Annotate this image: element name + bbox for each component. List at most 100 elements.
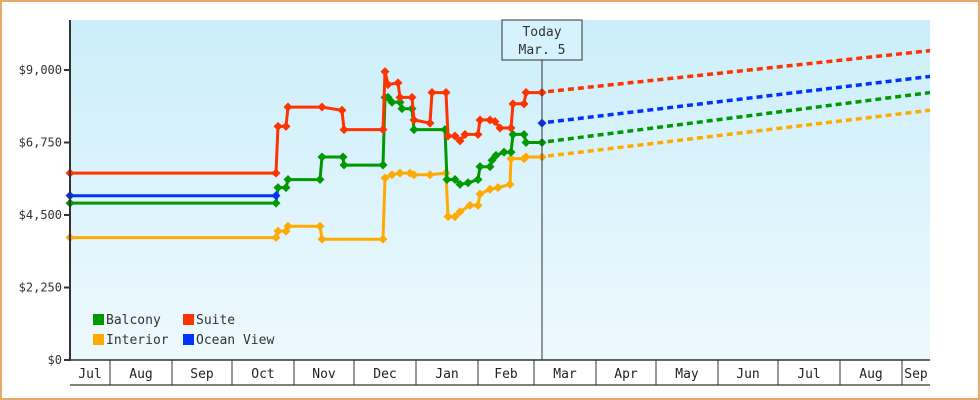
month-label: Sep bbox=[904, 367, 928, 382]
data-point-marker bbox=[407, 92, 417, 102]
legend-item-ocean-view[interactable]: Ocean View bbox=[183, 333, 274, 348]
legend-item-balcony[interactable]: Balcony bbox=[93, 313, 161, 328]
data-point-marker bbox=[473, 129, 483, 139]
data-point-marker bbox=[475, 162, 485, 172]
data-point-marker bbox=[378, 160, 388, 170]
data-point-marker bbox=[378, 125, 388, 135]
data-point-marker bbox=[397, 104, 407, 114]
data-point-marker bbox=[271, 168, 281, 178]
series-ocean-view bbox=[65, 74, 931, 201]
data-point-marker bbox=[425, 118, 435, 128]
data-point-marker bbox=[425, 170, 435, 180]
data-point-marker bbox=[491, 150, 501, 160]
legend-swatch bbox=[93, 334, 104, 345]
month-label: May bbox=[675, 367, 699, 382]
data-point-marker bbox=[473, 175, 483, 185]
data-point-marker bbox=[387, 170, 397, 180]
data-point-marker bbox=[281, 121, 291, 131]
month-label: Dec bbox=[373, 367, 396, 382]
forecast-line bbox=[547, 48, 931, 94]
data-point-marker bbox=[455, 179, 465, 189]
data-point-marker bbox=[395, 92, 405, 102]
data-point-marker bbox=[339, 160, 349, 170]
month-label: Jul bbox=[797, 367, 820, 382]
y-tick-label: $9,000 bbox=[19, 63, 62, 77]
data-point-marker bbox=[271, 198, 281, 208]
data-point-marker bbox=[317, 102, 327, 112]
data-point-marker bbox=[506, 154, 516, 164]
today-date: Mar. 5 bbox=[519, 43, 566, 58]
data-point-marker bbox=[409, 115, 419, 125]
data-point-marker bbox=[493, 183, 503, 193]
data-point-marker bbox=[283, 102, 293, 112]
series-layer bbox=[65, 48, 931, 244]
series-balcony bbox=[65, 90, 931, 208]
data-point-marker bbox=[315, 221, 325, 231]
legend-label: Ocean View bbox=[196, 333, 274, 348]
data-point-marker bbox=[521, 152, 531, 162]
data-point-marker bbox=[485, 184, 495, 194]
data-point-marker bbox=[387, 97, 397, 107]
data-point-marker bbox=[317, 234, 327, 244]
legend-swatch bbox=[183, 314, 194, 325]
data-point-marker bbox=[442, 175, 452, 185]
y-tick-label: $2,250 bbox=[19, 281, 62, 295]
data-point-marker bbox=[455, 136, 465, 146]
data-point-marker bbox=[283, 175, 293, 185]
month-label: Feb bbox=[494, 367, 518, 382]
legend: Balcony Suite Interior Ocean View bbox=[93, 313, 274, 348]
month-label: Jan bbox=[435, 367, 458, 382]
data-point-marker bbox=[395, 168, 405, 178]
forecast-line bbox=[547, 74, 931, 124]
data-point-marker bbox=[383, 80, 393, 89]
data-point-marker bbox=[455, 207, 465, 217]
legend-label: Balcony bbox=[106, 313, 161, 328]
series-interior bbox=[65, 108, 931, 244]
data-point-marker bbox=[521, 88, 531, 98]
data-point-marker bbox=[499, 147, 509, 157]
data-point-marker bbox=[409, 125, 419, 135]
data-point-marker bbox=[450, 175, 460, 185]
data-point-marker bbox=[427, 88, 437, 98]
data-point-marker bbox=[521, 138, 531, 147]
data-point-marker bbox=[378, 234, 388, 244]
data-point-marker bbox=[380, 173, 390, 183]
y-tick-label: $0 bbox=[48, 353, 62, 367]
data-point-marker bbox=[380, 67, 390, 77]
data-point-marker bbox=[505, 179, 515, 189]
data-point-marker bbox=[506, 123, 516, 133]
month-label: Jun bbox=[736, 367, 759, 382]
legend-item-suite[interactable]: Suite bbox=[183, 313, 235, 328]
data-point-marker bbox=[271, 191, 281, 201]
y-tick-label: $6,750 bbox=[19, 136, 62, 150]
series-suite bbox=[65, 48, 931, 178]
data-point-marker bbox=[460, 129, 470, 139]
data-point-marker bbox=[443, 212, 453, 222]
month-label: Nov bbox=[312, 367, 336, 382]
data-point-marker bbox=[281, 183, 291, 193]
data-point-marker bbox=[441, 88, 451, 98]
x-axis-months: Jul Aug Sep Oct Nov Dec Jan Feb Mar Apr May Jun Jul A… bbox=[70, 359, 930, 386]
data-point-marker bbox=[409, 170, 419, 180]
forecast-line bbox=[547, 90, 931, 144]
today-label: Today bbox=[522, 25, 561, 40]
legend-label: Interior bbox=[106, 333, 169, 348]
legend-swatch bbox=[93, 314, 104, 325]
month-label: Aug bbox=[859, 367, 882, 382]
y-tick-label: $4,500 bbox=[19, 208, 62, 222]
legend-item-interior[interactable]: Interior bbox=[93, 333, 169, 348]
data-point-marker bbox=[490, 117, 500, 127]
data-point-marker bbox=[337, 105, 347, 115]
forecast-line bbox=[547, 108, 931, 158]
month-label: Sep bbox=[190, 367, 214, 382]
legend-label: Suite bbox=[196, 313, 235, 328]
today-marker: Today Mar. 5 bbox=[501, 19, 583, 360]
data-point-marker bbox=[465, 200, 475, 210]
data-point-marker bbox=[450, 212, 460, 222]
data-point-marker bbox=[338, 152, 348, 162]
data-point-marker bbox=[508, 99, 518, 109]
data-point-marker bbox=[317, 152, 327, 162]
y-axis-ticks: $0 $2,250 $4,500 $6,750 $9,000 bbox=[19, 63, 70, 367]
data-point-marker bbox=[475, 189, 485, 199]
